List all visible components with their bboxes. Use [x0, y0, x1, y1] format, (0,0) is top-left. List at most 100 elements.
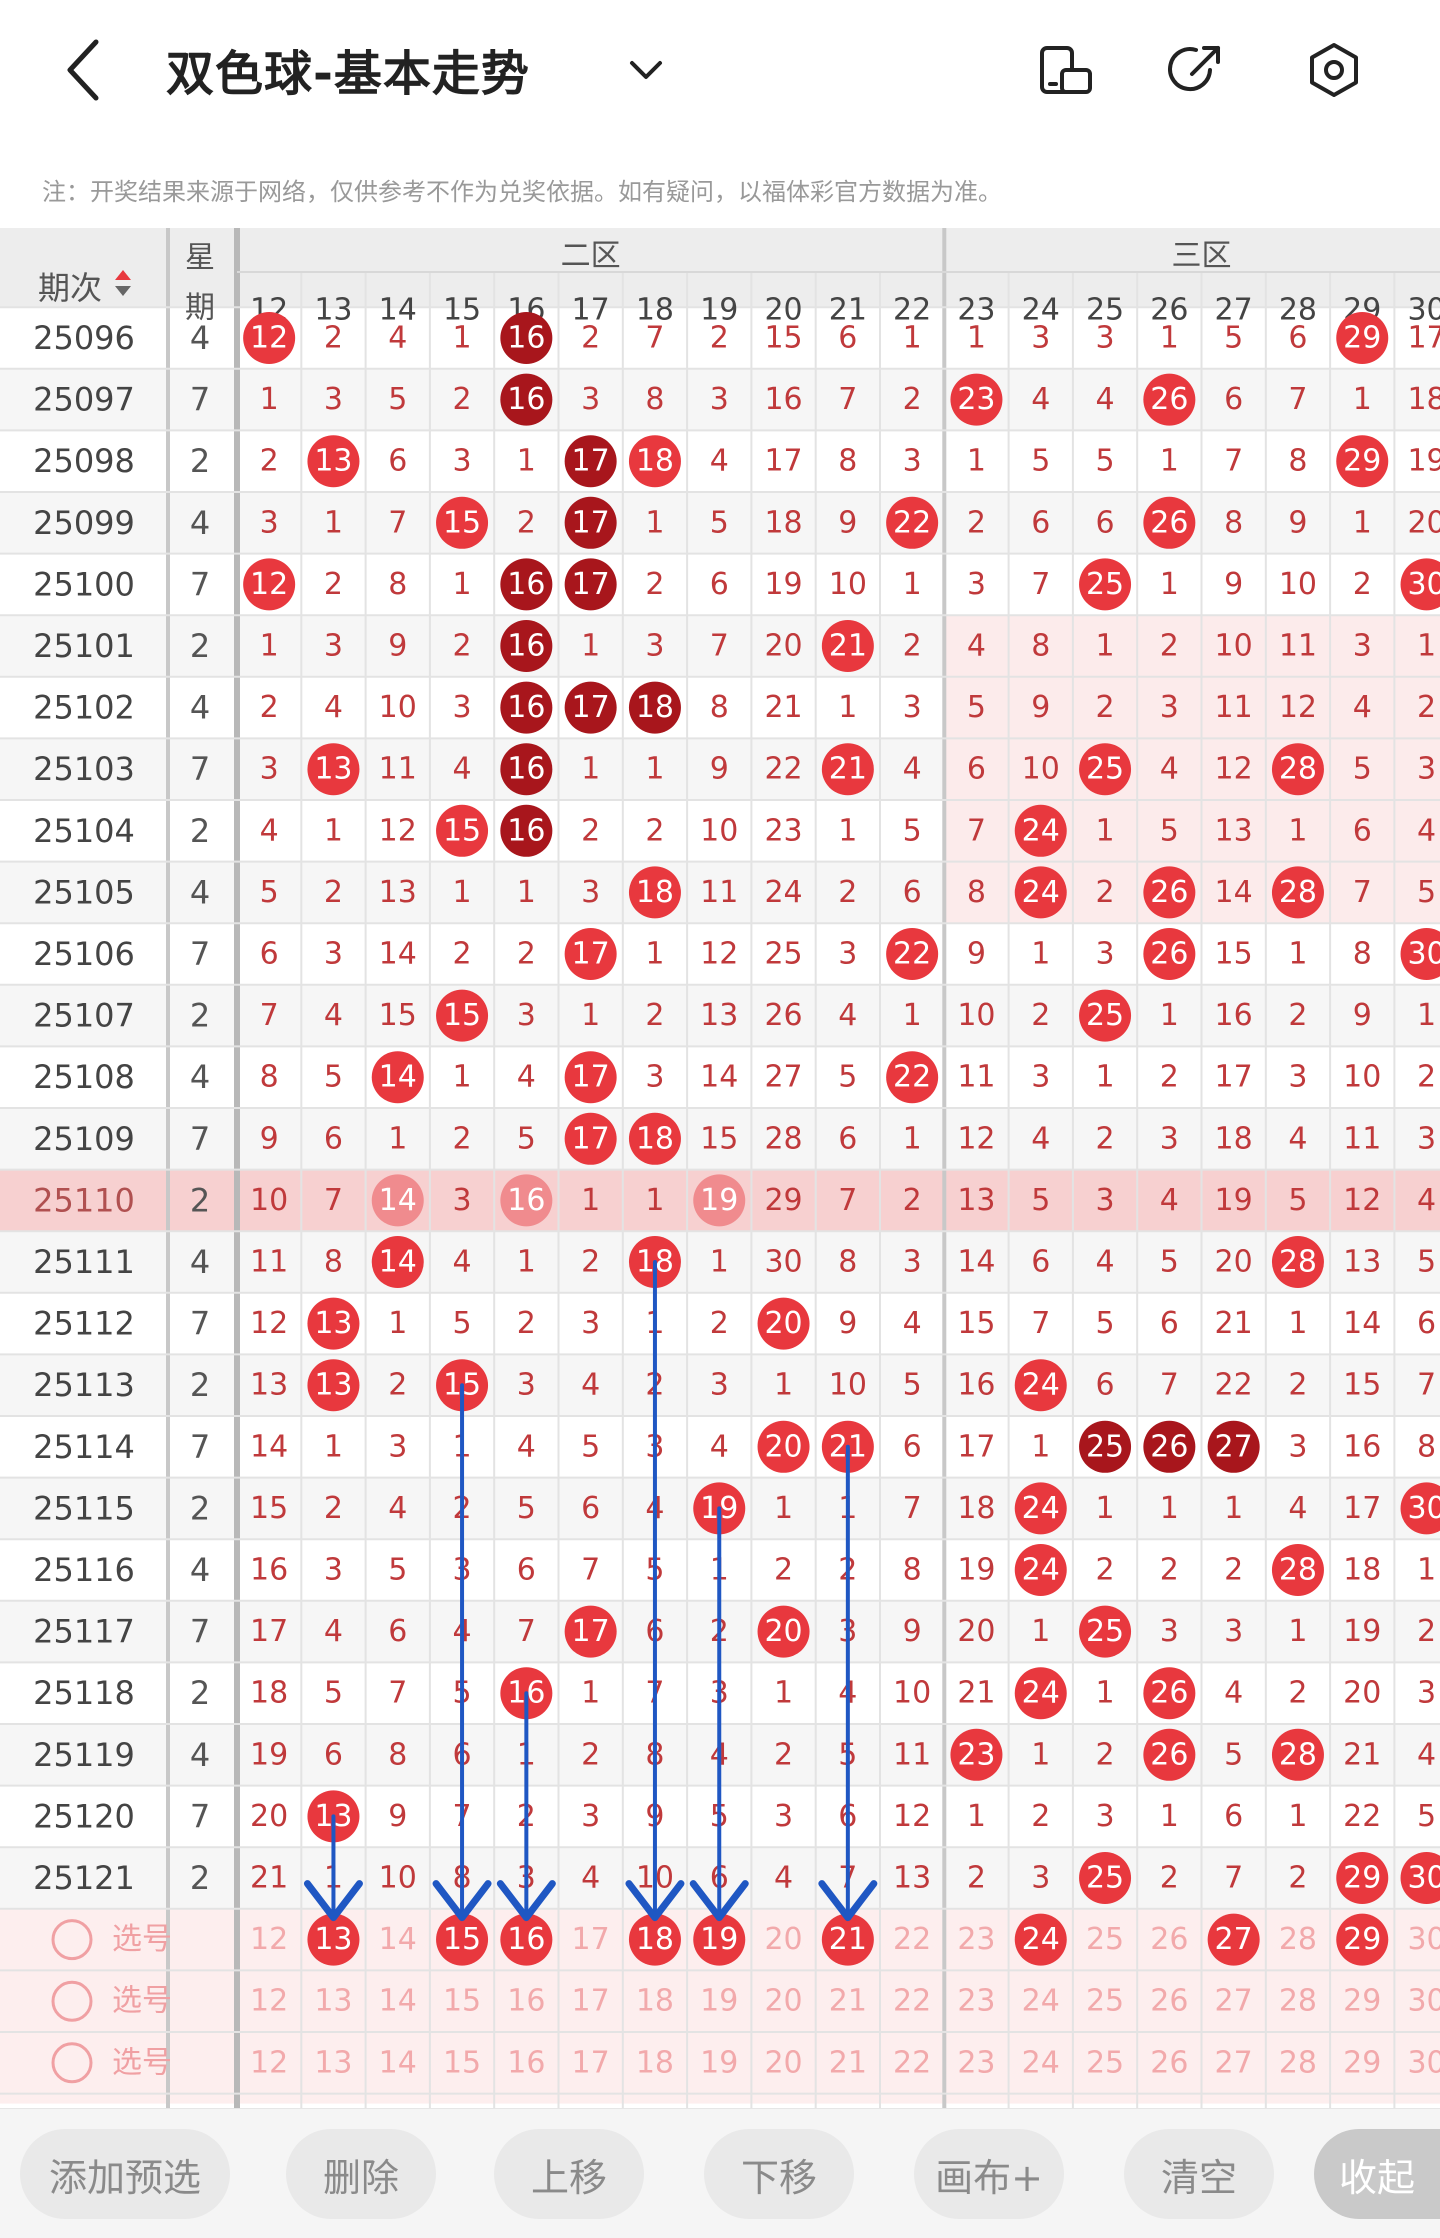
- miss-count: 8: [1288, 444, 1307, 479]
- trend-arrowhead: [818, 1880, 878, 1922]
- week-cell: 2: [190, 442, 210, 480]
- miss-count: 12: [957, 1121, 995, 1156]
- miss-count: 3: [903, 690, 922, 725]
- miss-count: 12: [379, 813, 417, 848]
- zone3-highlight-bg: [944, 676, 1440, 739]
- settings-icon[interactable]: [1304, 40, 1364, 100]
- miss-count: 1: [1096, 629, 1115, 664]
- hit-ball: [1143, 928, 1196, 980]
- move-down-button[interactable]: 下移: [704, 2129, 854, 2219]
- selected-ball[interactable]: [307, 1913, 360, 1966]
- miss-count: 4: [581, 1861, 600, 1896]
- page-title[interactable]: 双色球-基本走势: [166, 46, 530, 102]
- hit-ball: [1014, 1482, 1067, 1535]
- selected-ball[interactable]: [1207, 1913, 1260, 1966]
- share-icon[interactable]: [1166, 40, 1226, 100]
- column-header: 20: [764, 293, 802, 328]
- miss-count: 3: [1160, 690, 1179, 725]
- hit-ball: [564, 681, 617, 734]
- select-radio-icon[interactable]: [51, 1980, 93, 2022]
- miss-count: 6: [838, 321, 857, 356]
- miss-count: 17: [1407, 321, 1440, 356]
- select-label: 选号: [112, 1984, 172, 2019]
- miss-count: 11: [1215, 690, 1253, 725]
- miss-count: 2: [260, 444, 279, 479]
- miss-count: 1: [645, 1183, 664, 1218]
- miss-count: 3: [1417, 1121, 1436, 1156]
- select-number: 25: [1086, 1922, 1124, 1957]
- selected-ball[interactable]: [628, 1913, 681, 1966]
- selected-ball[interactable]: [436, 1913, 489, 1966]
- miss-count: 2: [1417, 1614, 1436, 1649]
- collapse-button[interactable]: 收起: [1314, 2129, 1440, 2219]
- hit-ball: [1271, 1728, 1324, 1781]
- period-cell: 25102: [33, 689, 135, 727]
- week-cell: 7: [190, 1613, 210, 1651]
- hit-ball: [564, 496, 617, 549]
- miss-count: 2: [1160, 1553, 1179, 1588]
- miss-count: 15: [379, 998, 417, 1033]
- selected-ball[interactable]: [821, 1913, 874, 1966]
- hit-ball-number: 28: [1279, 752, 1317, 787]
- selected-ball[interactable]: [1014, 1913, 1067, 1966]
- selected-ball[interactable]: [693, 1913, 746, 1966]
- week-cell: 7: [190, 1428, 210, 1466]
- select-number: 25: [1086, 2045, 1124, 2080]
- miss-count: 7: [1160, 1368, 1179, 1403]
- hit-ball-number: 17: [572, 937, 610, 972]
- hit-ball-number: 16: [507, 690, 545, 725]
- selected-ball[interactable]: [500, 1913, 553, 1966]
- hit-ball-number: 15: [443, 505, 481, 540]
- miss-count: 2: [517, 1306, 536, 1341]
- period-cell: 25101: [33, 627, 135, 665]
- miss-count: 5: [388, 382, 407, 417]
- hit-ball-number: 17: [572, 505, 610, 540]
- miss-count: 1: [967, 444, 986, 479]
- miss-count: 13: [250, 1368, 288, 1403]
- miss-count: 1: [517, 444, 536, 479]
- delete-button[interactable]: 删除: [286, 2129, 436, 2219]
- selected-ball[interactable]: [1336, 1913, 1389, 1966]
- hit-ball-number: 20: [764, 1429, 802, 1464]
- miss-count: 1: [774, 1368, 793, 1403]
- hit-ball-number: 14: [379, 1183, 417, 1218]
- miss-count: 7: [388, 505, 407, 540]
- miss-count: 20: [764, 629, 802, 664]
- hit-ball-number: 28: [1279, 1245, 1317, 1280]
- column-header: 13: [314, 293, 352, 328]
- hit-ball: [1014, 804, 1067, 857]
- miss-count: 6: [388, 444, 407, 479]
- miss-count: 4: [517, 1060, 536, 1095]
- miss-count: 5: [1224, 1737, 1243, 1772]
- select-number: 19: [700, 2045, 738, 2080]
- select-radio-icon[interactable]: [51, 1919, 93, 1961]
- add-preselect-button[interactable]: 添加预选: [20, 2129, 230, 2219]
- canvas-plus-button[interactable]: 画布+: [914, 2129, 1064, 2219]
- miss-count: 17: [764, 444, 802, 479]
- clear-button[interactable]: 清空: [1124, 2129, 1274, 2219]
- hit-ball: [371, 1174, 424, 1227]
- rotate-screen-icon[interactable]: [1036, 40, 1096, 100]
- miss-count: 2: [1096, 690, 1115, 725]
- hit-ball: [628, 1112, 681, 1165]
- miss-count: 1: [1160, 567, 1179, 602]
- miss-count: 1: [1288, 1306, 1307, 1341]
- miss-count: 1: [453, 875, 472, 910]
- miss-count: 7: [1224, 444, 1243, 479]
- week-cell: 2: [190, 1674, 210, 1712]
- miss-count: 3: [453, 444, 472, 479]
- chevron-down-icon[interactable]: [628, 58, 664, 82]
- miss-count: 7: [581, 1553, 600, 1588]
- miss-count: 2: [1417, 690, 1436, 725]
- week-cell: 4: [190, 1058, 210, 1096]
- select-number: 22: [893, 1922, 931, 1957]
- select-radio-icon[interactable]: [51, 2042, 93, 2084]
- miss-count: 2: [1096, 1737, 1115, 1772]
- move-up-button[interactable]: 上移: [494, 2129, 644, 2219]
- back-arrow-icon[interactable]: [62, 38, 106, 102]
- sort-up-icon[interactable]: [115, 270, 131, 280]
- week-cell: 2: [190, 1859, 210, 1897]
- miss-count: 28: [764, 1121, 802, 1156]
- sort-down-icon[interactable]: [115, 286, 131, 296]
- miss-count: 16: [957, 1368, 995, 1403]
